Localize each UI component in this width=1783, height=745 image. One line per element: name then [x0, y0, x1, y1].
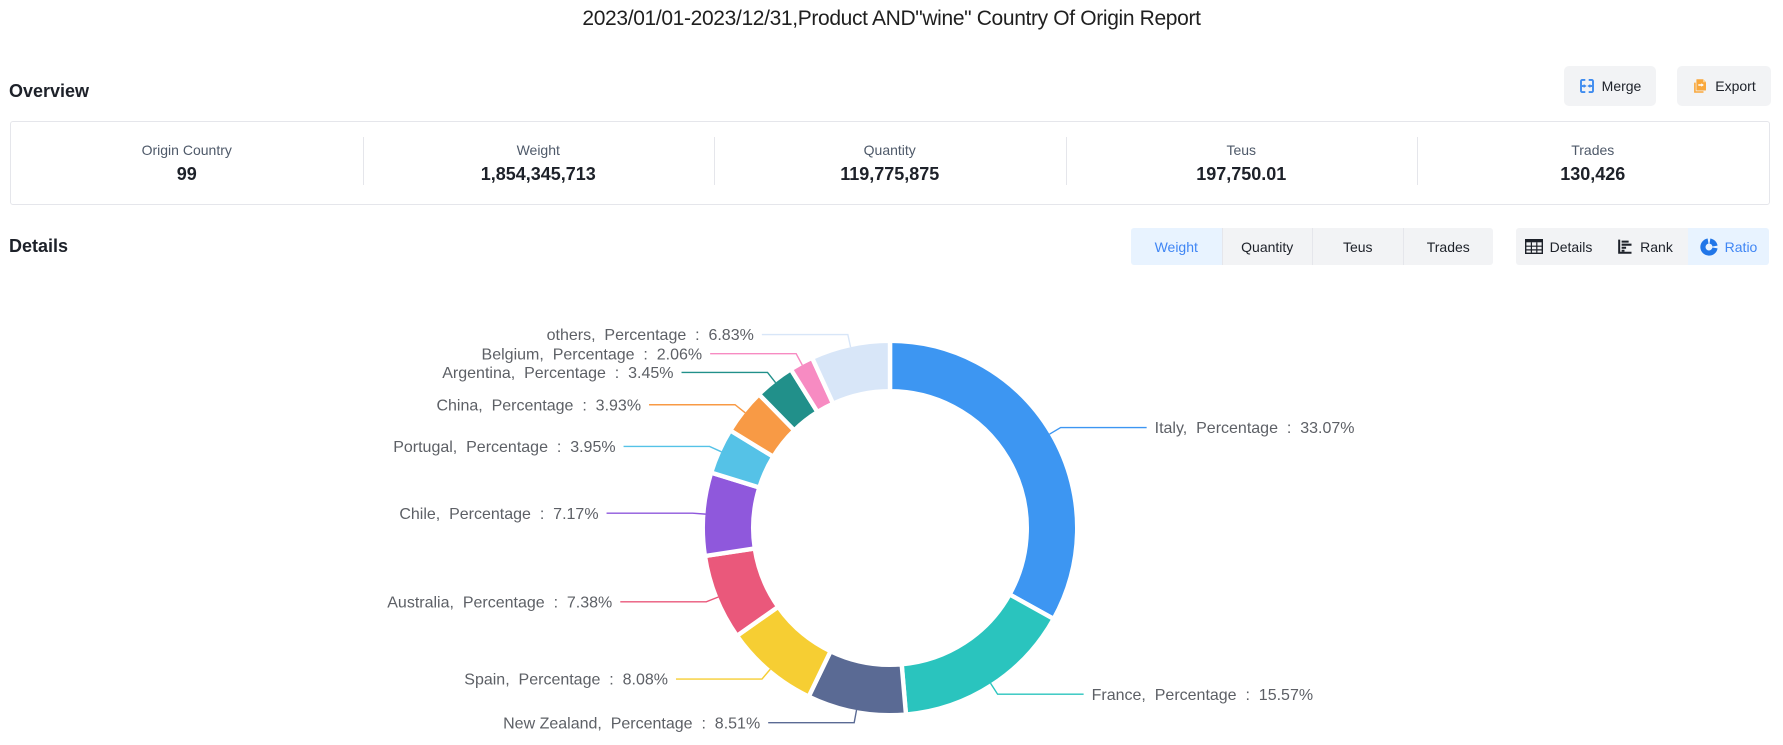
svg-text:Italy, Percentage : 33.07%: Italy, Percentage : 33.07% — [1155, 420, 1355, 437]
svg-text:Belgium, Percentage : 2.06%: Belgium, Percentage : 2.06% — [482, 346, 703, 363]
svg-text:Argentina, Percentage : 3.4: Argentina, Percentage : 3.45% — [442, 365, 673, 382]
svg-text:France, Percentage : 15.57%: France, Percentage : 15.57% — [1092, 687, 1313, 704]
svg-text:Chile, Percentage : 7.17%: Chile, Percentage : 7.17% — [399, 506, 598, 523]
svg-text:Portugal, Percentage : 3.95: Portugal, Percentage : 3.95% — [393, 439, 615, 456]
svg-text:China, Percentage : 3.93%: China, Percentage : 3.93% — [436, 397, 641, 414]
svg-text:Spain, Percentage : 8.08%: Spain, Percentage : 8.08% — [464, 672, 668, 689]
svg-text:Australia, Percentage : 7.3: Australia, Percentage : 7.38% — [387, 594, 612, 611]
svg-text:others, Percentage : 6.83%: others, Percentage : 6.83% — [547, 327, 754, 344]
svg-text:New Zealand, Percentage : 8: New Zealand, Percentage : 8.51% — [503, 715, 760, 732]
